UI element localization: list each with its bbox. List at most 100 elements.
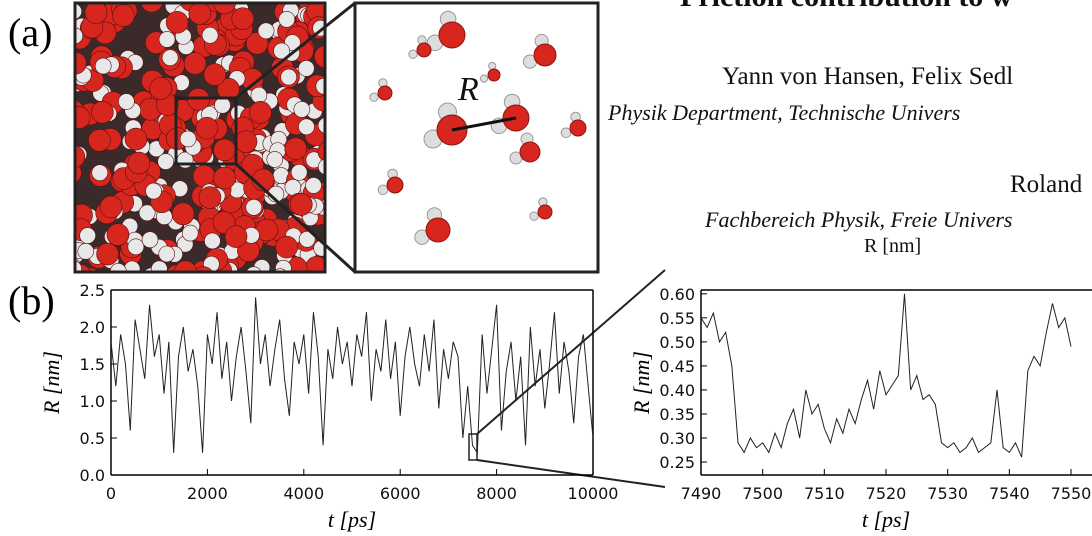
hydrogen-atom (245, 199, 263, 216)
oxygen-atom (438, 21, 466, 49)
oxygen-atom (569, 119, 587, 137)
hydrogen-atom (145, 182, 162, 200)
hydrogen-atom (317, 117, 325, 134)
data-line (110, 297, 594, 455)
oxygen-atom (537, 204, 553, 220)
oxygen-atom (234, 130, 258, 153)
x-tick-label: 7540 (989, 484, 1030, 503)
oxygen-atom (140, 3, 163, 13)
oxygen-atom (149, 77, 172, 100)
oxygen-atom (195, 116, 219, 140)
zoom-connector (234, 162, 357, 274)
data-line (700, 293, 1072, 458)
zoom-connector (235, 1, 356, 100)
oxygen-atom (88, 129, 111, 152)
x-tick-label: 7500 (742, 484, 783, 503)
hydrogen-atom (245, 266, 262, 272)
x-axis-label: t [ps] (328, 507, 376, 532)
x-tick-label: 7520 (866, 484, 907, 503)
oxygen-atom (106, 223, 130, 246)
oxygen-atom (533, 43, 557, 67)
hydrogen-atom (408, 49, 418, 59)
x-tick-label: 0 (106, 484, 116, 503)
y-tick-label: 0.60 (659, 285, 695, 304)
oxygen-atom (124, 127, 148, 151)
hydrogen-atom (123, 260, 141, 272)
hydrogen-atom (75, 3, 83, 20)
water-pair-render: R (353, 1, 600, 274)
hydrogen-atom (157, 153, 174, 170)
hydrogen-atom (479, 74, 489, 83)
hydrogen-atom (127, 238, 145, 256)
y-tick-label: 0.0 (80, 466, 105, 485)
hydrogen-atom (560, 127, 572, 139)
x-axis-label: t [ps] (862, 507, 910, 532)
render-frame (73, 1, 327, 274)
hydrogen-atom (250, 86, 268, 104)
hydrogen-atom (280, 68, 298, 86)
hydrogen-atom (141, 231, 159, 249)
oxygen-atom (91, 100, 114, 124)
oxygen-atom (249, 101, 272, 124)
x-tick-label: 10000 (568, 484, 619, 503)
hydrogen-atom (488, 61, 497, 71)
hydrogen-atom (273, 42, 290, 60)
x-tick-label: 4000 (283, 484, 324, 503)
oxygen-atom (377, 85, 393, 101)
oxygen-atom (75, 145, 86, 169)
atoms (75, 3, 325, 272)
hydrogen-atom (298, 230, 316, 248)
hydrogen-atom (75, 260, 82, 272)
y-tick-label: 0.5 (80, 429, 105, 448)
oxygen-atom (519, 141, 541, 163)
oxygen-atom (231, 7, 255, 30)
hydrogen-atom (305, 177, 322, 194)
hydrogen-atom (377, 184, 389, 196)
zoom-connector (476, 269, 666, 435)
hydrogen-atom (77, 242, 95, 260)
x-tick-label: 7490 (681, 484, 722, 503)
oxygen-atom (224, 225, 248, 248)
x-tick-label: 6000 (380, 484, 421, 503)
hydrogen-atom (278, 11, 296, 28)
hydrogen-atom (79, 227, 96, 244)
x-tick-label: 7550 (1051, 484, 1092, 503)
y-tick-label: 1.0 (80, 392, 105, 411)
y-axis-label: R [nm] (629, 351, 654, 415)
oxygen-atom (284, 137, 308, 160)
oxygen-atom (96, 242, 119, 266)
y-tick-label: 0.35 (659, 405, 695, 424)
oxygen-atom (416, 42, 432, 58)
hydrogen-atom (257, 22, 275, 40)
oxygen-atom (425, 217, 451, 243)
hydrogen-atom (91, 164, 109, 181)
y-tick-label: 0.40 (659, 381, 695, 400)
oxygen-atom (84, 3, 108, 24)
y-tick-label: 2.5 (80, 281, 105, 300)
oxygen-atom (112, 4, 135, 27)
hydrogen-atom (158, 31, 176, 48)
hydrogen-atom (75, 27, 84, 45)
y-tick-label: 0.30 (659, 429, 695, 448)
oxygen-atom (99, 195, 123, 219)
y-tick-label: 2.0 (80, 318, 105, 337)
hydrogen-atom (179, 130, 197, 148)
oxygen-atom (165, 10, 189, 34)
distance-label: R (457, 71, 479, 108)
hydrogen-atom (204, 232, 221, 250)
x-tick-label: 8000 (476, 484, 517, 503)
distance-line (451, 116, 517, 132)
hydrogen-atom (158, 245, 176, 263)
oxygen-atom (213, 138, 236, 162)
oxygen-atom (317, 140, 325, 163)
oxygen-atom (314, 45, 325, 68)
hydrogen-atom (317, 158, 325, 176)
x-tick-label: 2000 (187, 484, 228, 503)
x-tick-label: 7530 (927, 484, 968, 503)
oxygen-atom (188, 3, 212, 25)
hydrogen-atom (529, 211, 539, 221)
oxygen-atom (487, 68, 501, 82)
zoom-connector (476, 459, 666, 488)
